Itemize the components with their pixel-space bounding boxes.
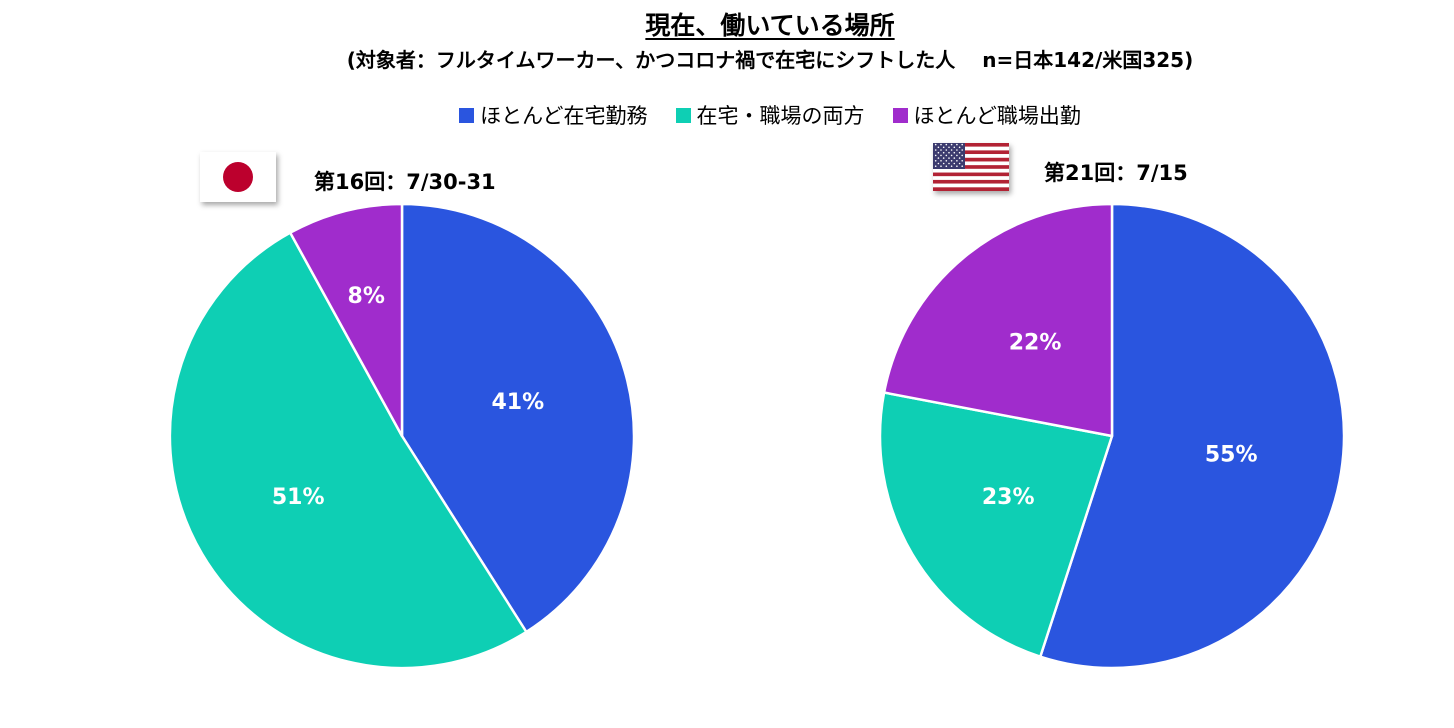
data-label-usa-home: 55% — [1205, 442, 1258, 467]
pie-slice-usa-home — [1039, 202, 1346, 670]
usa-flag-graphic — [933, 143, 1009, 192]
japan-flag-icon — [200, 152, 276, 202]
legend-swatch-home — [459, 107, 475, 123]
pie-slice-usa-both — [878, 391, 1114, 658]
legend-swatch-office — [892, 107, 908, 123]
chart-subtitle: (対象者：フルタイムワーカー、かつコロナ禍で在宅にシフトした人 n=日本142/… — [346, 48, 1194, 72]
usa-round-label: 第21回：7/15 — [1044, 161, 1188, 185]
pie-chart-usa: 55% 23% 22% — [878, 202, 1346, 670]
usa-flag-icon — [933, 143, 1009, 192]
legend-item-both: 在宅・職場の両方 — [675, 100, 865, 130]
data-label-usa-both: 23% — [982, 485, 1035, 510]
legend-item-office: ほとんど職場出勤 — [892, 100, 1081, 130]
pie-chart-japan: 41% 51% 8% — [168, 202, 636, 670]
data-label-japan-office: 8% — [348, 284, 385, 309]
pie-slice-usa-office — [882, 202, 1114, 438]
japan-round-label: 第16回：7/30-31 — [314, 170, 496, 194]
legend-label-both: 在宅・職場の両方 — [696, 104, 865, 128]
chart-title: 現在、働いている場所 — [645, 11, 895, 40]
legend-label-office: ほとんど職場出勤 — [913, 104, 1081, 128]
legend-label-home: ほとんど在宅勤務 — [480, 104, 648, 128]
legend: ほとんど在宅勤務 在宅・職場の両方 ほとんど職場出勤 — [0, 100, 1454, 130]
data-label-japan-both: 51% — [272, 485, 325, 510]
pie-slice-japan-office — [288, 202, 404, 438]
data-label-japan-home: 41% — [491, 390, 544, 415]
legend-item-home: ほとんど在宅勤務 — [459, 100, 648, 130]
pie-slice-japan-both — [168, 231, 528, 670]
legend-swatch-both — [675, 107, 691, 123]
data-label-usa-office: 22% — [1009, 331, 1062, 356]
pie-slice-japan-home — [400, 202, 636, 634]
japan-flag-sun — [223, 162, 253, 192]
